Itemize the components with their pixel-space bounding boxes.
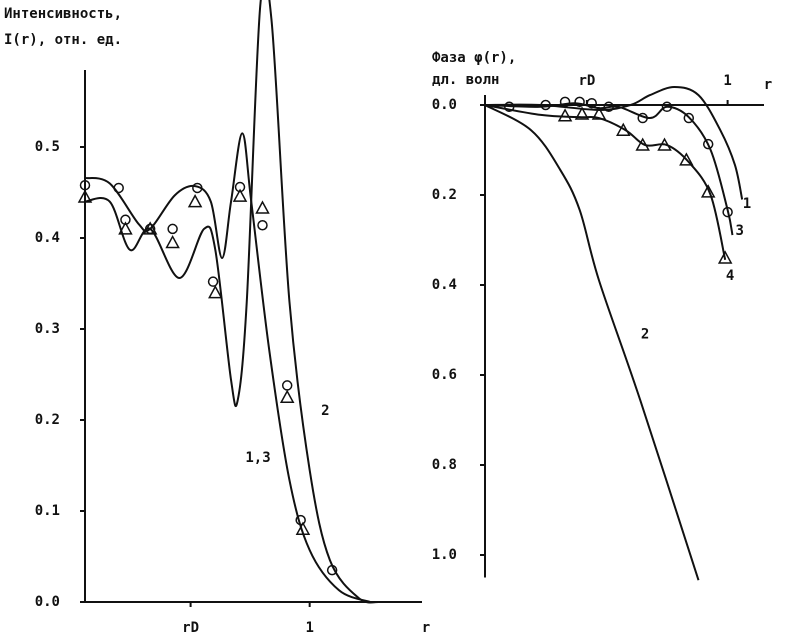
y-tick-label: 0.5 (35, 139, 60, 155)
y-tick-label: 0.2 (35, 412, 60, 428)
triangle-marker (574, 106, 590, 120)
circle-marker (661, 101, 673, 113)
curve (84, 0, 380, 604)
curve-label: 2 (641, 327, 649, 343)
triangle-marker (557, 108, 573, 122)
chart-subtitle: I(r), отн. ед. (4, 32, 122, 48)
y-tick-label: 0.8 (432, 457, 457, 473)
circle-marker (257, 220, 268, 231)
curve (84, 132, 371, 603)
circle-marker (207, 276, 219, 287)
triangle-marker (232, 188, 248, 202)
x-tick-label: 1 (305, 620, 313, 636)
chart-title: Интенсивность, (4, 6, 122, 22)
circle-marker (326, 564, 338, 576)
circle-marker (504, 101, 515, 113)
curve-label: 1,3 (245, 450, 270, 466)
triangle-marker (142, 221, 158, 235)
circle-marker (586, 97, 597, 109)
triangle-marker (187, 194, 203, 208)
triangle-marker (255, 200, 270, 214)
x-axis-label: r (422, 620, 430, 636)
x-tick-label: 1 (723, 73, 731, 89)
circle-marker (295, 514, 306, 526)
triangle-marker (208, 285, 223, 299)
x-tick-label: rD (578, 73, 595, 89)
triangle-marker (295, 521, 311, 535)
x-tick-label: rD (182, 620, 199, 636)
circle-marker (192, 182, 203, 194)
triangle-marker (717, 250, 733, 264)
curve-label: 4 (726, 268, 734, 284)
y-tick-label: 0.3 (35, 321, 60, 337)
y-tick-label: 0.4 (35, 230, 60, 246)
circle-marker (702, 138, 714, 150)
curve (484, 104, 700, 581)
circle-marker (281, 380, 293, 391)
y-tick-label: 0.0 (432, 97, 457, 113)
circle-marker (559, 96, 571, 108)
y-tick-label: 0.2 (432, 187, 457, 203)
y-tick-label: 0.1 (35, 503, 60, 519)
triangle-marker (657, 137, 672, 151)
y-tick-label: 1.0 (432, 547, 457, 563)
circle-marker (637, 112, 648, 124)
triangle-marker (679, 152, 694, 166)
curve (484, 102, 734, 236)
circle-marker (113, 182, 124, 194)
curve-label: 3 (736, 223, 744, 239)
circle-marker (167, 223, 178, 235)
triangle-marker (279, 389, 295, 403)
triangle-marker (77, 189, 93, 203)
triangle-marker (165, 234, 180, 249)
circle-marker (603, 101, 614, 113)
circle-marker (540, 99, 551, 111)
y-tick-label: 0.6 (432, 367, 457, 383)
curve (484, 104, 727, 261)
circle-marker (574, 96, 585, 108)
chart-subtitle: дл. волн (432, 72, 499, 88)
triangle-marker (118, 221, 133, 235)
circle-marker (683, 112, 695, 124)
curve-label: 2 (321, 403, 329, 419)
triangle-marker (616, 122, 631, 136)
circle-marker (722, 206, 733, 218)
triangle-marker (635, 137, 650, 151)
curve (484, 85, 744, 200)
y-tick-label: 0.0 (35, 594, 60, 610)
triangle-marker (700, 184, 716, 198)
curve-label: 1 (743, 196, 751, 212)
triangle-marker (591, 106, 607, 120)
y-tick-label: 0.4 (432, 277, 457, 293)
x-axis-label: r (764, 77, 772, 93)
chart-title: Фаза φ(r), (432, 50, 516, 66)
